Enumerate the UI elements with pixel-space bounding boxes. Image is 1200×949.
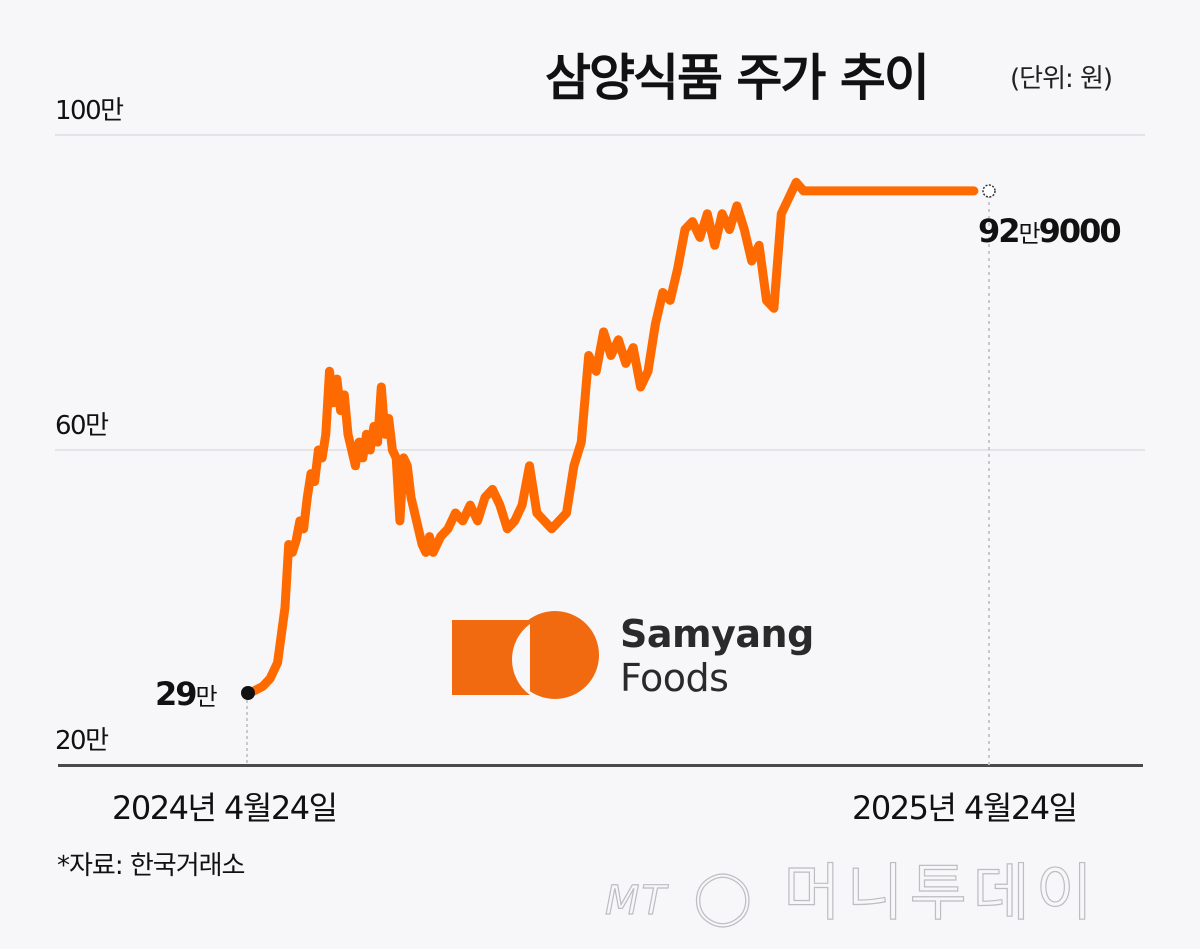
logo-line2: Foods: [620, 656, 729, 700]
samyang-logo-mark: [452, 610, 602, 704]
price-line: [243, 177, 979, 699]
start-value-label: 29만: [155, 675, 218, 713]
x-end-label: 2025년 4월24일: [852, 789, 1078, 827]
moneytoday-watermark: MT ◯ 머니투데이: [604, 842, 1099, 932]
y-tick-60man: 60만: [55, 411, 109, 441]
watermark-mt: MT: [604, 877, 668, 924]
y-tick-20man: 20만: [55, 726, 109, 756]
watermark-o-icon: ◯: [693, 866, 758, 927]
gridline-60man: [55, 449, 1145, 451]
start-point-marker: [241, 686, 255, 700]
x-axis-baseline: [58, 764, 1143, 767]
unit-label: (단위: 원): [1010, 64, 1113, 94]
end-value-unit: 만: [1018, 220, 1041, 248]
chart-title: 삼양식품 주가 추이: [545, 49, 930, 107]
start-value-number: 29: [155, 675, 198, 713]
samyang-logo-text: Samyang Foods: [620, 612, 814, 700]
watermark-text: 머니투데이: [783, 855, 1099, 929]
source-note: *자료: 한국거래소: [57, 851, 245, 881]
start-value-unit: 만: [195, 683, 218, 711]
logo-line1: Samyang: [620, 612, 814, 656]
gridline-100man: [55, 134, 1145, 136]
x-start-label: 2024년 4월24일: [112, 789, 338, 827]
end-value-label: 92만9000: [978, 212, 1122, 250]
end-point-marker: [982, 184, 996, 198]
end-value-number-1: 92: [978, 212, 1021, 250]
y-tick-100man: 100만: [55, 96, 124, 126]
end-value-number-2: 9000: [1038, 212, 1122, 250]
